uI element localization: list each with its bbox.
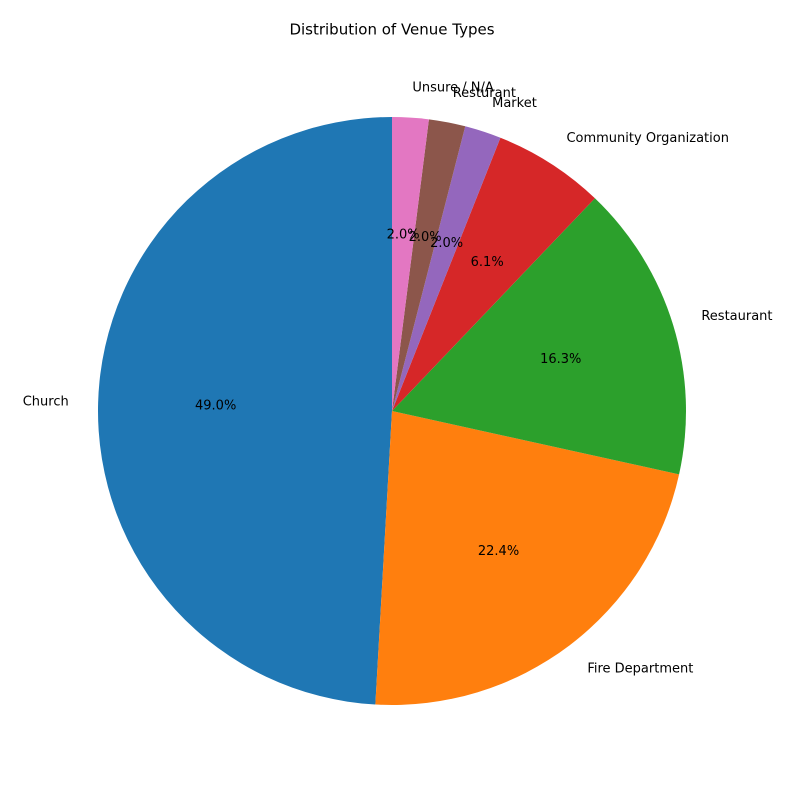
slice-label: Community Organization — [566, 131, 728, 146]
chart-title: Distribution of Venue Types — [289, 21, 494, 39]
pct-label: 22.4% — [478, 544, 519, 559]
pie-slice — [375, 411, 680, 706]
pie-slice — [392, 119, 466, 411]
slice-label: Restaurant — [701, 309, 772, 324]
slice-label: Church — [23, 394, 69, 409]
pct-label: 2.0% — [430, 236, 463, 251]
slice-label: Fire Department — [587, 661, 693, 676]
slice-label: Resturant — [453, 86, 516, 101]
pct-label: 16.3% — [540, 352, 581, 367]
pct-label: 2.0% — [409, 230, 442, 245]
pie-slice — [392, 137, 595, 412]
pie-slice — [392, 117, 429, 411]
pct-label: 49.0% — [195, 399, 236, 414]
slice-label: Unsure / N/A — [412, 81, 494, 96]
pct-label: 2.0% — [387, 227, 420, 242]
pie-slice — [392, 126, 501, 412]
slice-label: Market — [492, 96, 537, 111]
pct-label: 6.1% — [471, 255, 504, 270]
pie-slice — [392, 198, 687, 475]
pie-slice — [97, 117, 392, 705]
